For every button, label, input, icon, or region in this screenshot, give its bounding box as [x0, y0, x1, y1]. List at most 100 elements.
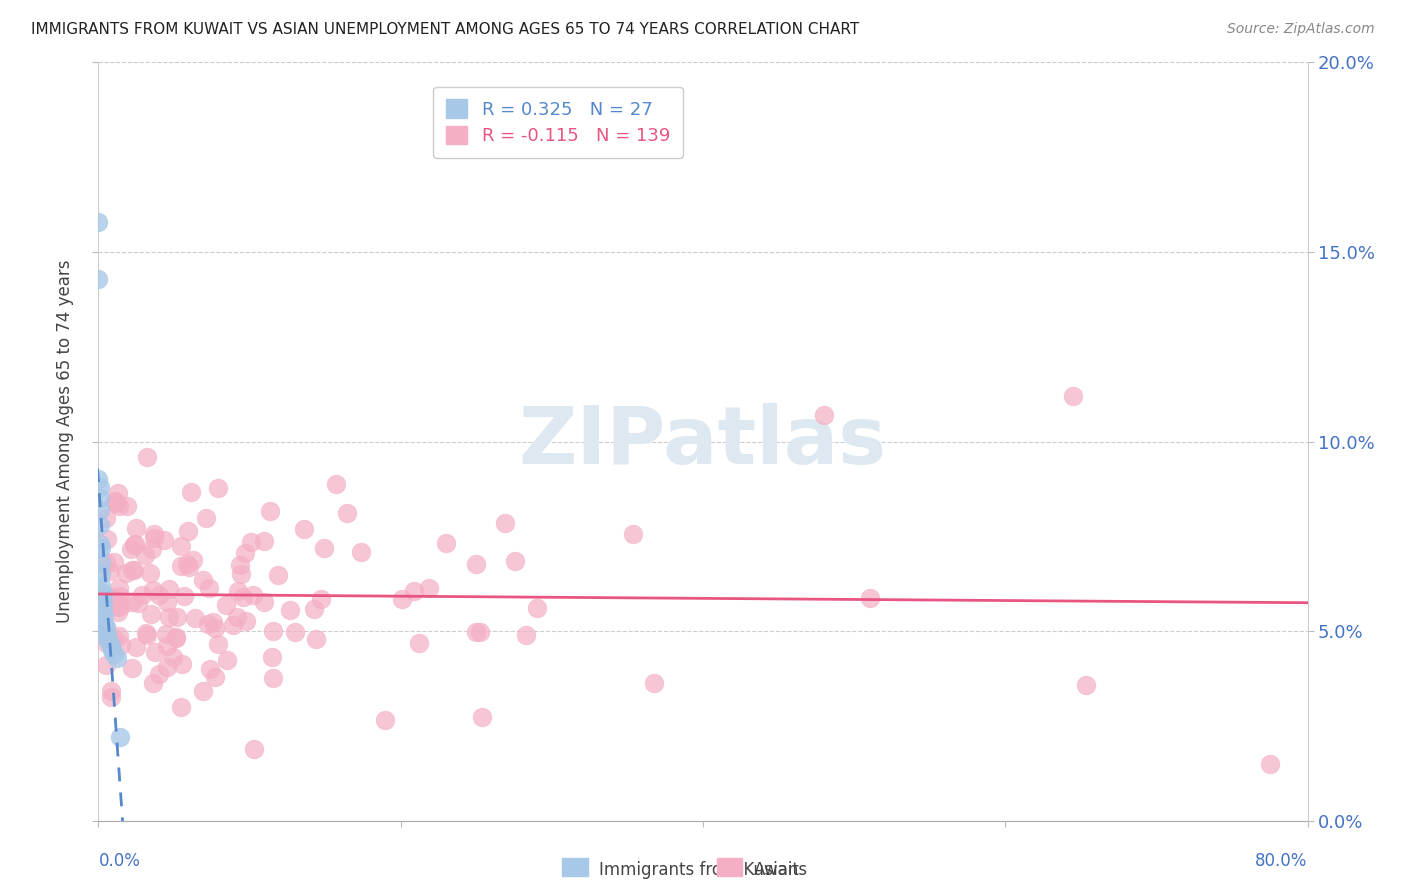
Point [350, 545, 373, 559]
Text: 80.0%: 80.0% [1256, 852, 1308, 870]
Point [156, 595, 179, 609]
Point [465, 625, 488, 640]
Point [87, 271, 110, 285]
Point [173, 589, 195, 603]
Point [122, 538, 145, 552]
Point [148, 667, 170, 681]
Point [142, 675, 165, 690]
Text: Asians: Asians [754, 861, 807, 879]
Point [107, 599, 129, 614]
Point [278, 602, 301, 616]
Point [121, 660, 143, 674]
Point [231, 566, 253, 581]
Point [90, 556, 112, 570]
Point [170, 700, 193, 714]
Point [198, 663, 221, 677]
Point [468, 624, 491, 639]
Point [141, 541, 163, 556]
Point [233, 546, 256, 560]
Point [104, 494, 127, 508]
Point [94, 599, 117, 614]
Point [89, 480, 111, 494]
Point [195, 510, 218, 524]
Point [127, 596, 149, 610]
Point [262, 624, 284, 638]
Point [418, 581, 440, 595]
Point [93, 609, 115, 624]
Point [94, 589, 117, 603]
Point [89, 491, 111, 506]
Point [165, 631, 187, 645]
Point [813, 408, 835, 422]
Point [180, 484, 202, 499]
Point [135, 628, 157, 642]
Point [90, 541, 112, 555]
Point [135, 626, 157, 640]
Point [94, 620, 117, 634]
Point [235, 614, 257, 628]
Point [858, 591, 880, 605]
Point [267, 568, 290, 582]
Point [253, 594, 276, 608]
Point [143, 645, 166, 659]
Point [103, 631, 125, 645]
Text: Source: ZipAtlas.com: Source: ZipAtlas.com [1227, 22, 1375, 37]
Point [94, 621, 117, 635]
Point [207, 482, 229, 496]
Point [204, 670, 226, 684]
Text: ZIPatlas: ZIPatlas [519, 402, 887, 481]
Point [176, 524, 198, 538]
Point [94, 599, 117, 614]
Point [148, 588, 170, 602]
Text: IMMIGRANTS FROM KUWAIT VS ASIAN UNEMPLOYMENT AMONG AGES 65 TO 74 YEARS CORRELATI: IMMIGRANTS FROM KUWAIT VS ASIAN UNEMPLOY… [31, 22, 859, 37]
Point [94, 624, 117, 639]
Point [103, 647, 125, 661]
Point [103, 591, 125, 605]
Point [207, 637, 229, 651]
Point [166, 610, 188, 624]
Point [125, 521, 148, 535]
Point [136, 450, 159, 464]
Point [229, 558, 252, 573]
Point [170, 558, 193, 573]
Point [121, 595, 143, 609]
Point [242, 588, 264, 602]
Point [181, 553, 204, 567]
Point [471, 709, 494, 723]
Point [94, 596, 117, 610]
Point [172, 657, 194, 671]
Point [222, 618, 245, 632]
Point [292, 522, 315, 536]
Point [94, 511, 117, 525]
Point [94, 636, 117, 650]
Point [89, 517, 111, 532]
Point [90, 567, 112, 582]
Point [225, 610, 247, 624]
Point [104, 495, 127, 509]
Point [197, 616, 219, 631]
Point [139, 566, 162, 581]
Point [374, 714, 396, 728]
Point [157, 609, 180, 624]
Point [494, 516, 516, 530]
Point [191, 574, 214, 588]
Point [526, 601, 548, 615]
Point [115, 500, 138, 514]
Point [156, 640, 179, 654]
Point [134, 548, 156, 562]
Point [152, 533, 174, 547]
Point [170, 539, 193, 553]
Point [402, 583, 425, 598]
Point [98, 635, 121, 649]
Point [94, 555, 117, 569]
Point [157, 582, 180, 596]
Point [176, 557, 198, 571]
Y-axis label: Unemployment Among Ages 65 to 74 years: Unemployment Among Ages 65 to 74 years [56, 260, 75, 624]
Point [98, 564, 121, 578]
Point [100, 690, 122, 704]
Point [155, 627, 177, 641]
Point [108, 730, 131, 744]
Point [391, 591, 413, 606]
Point [262, 649, 284, 664]
Point [108, 500, 131, 514]
